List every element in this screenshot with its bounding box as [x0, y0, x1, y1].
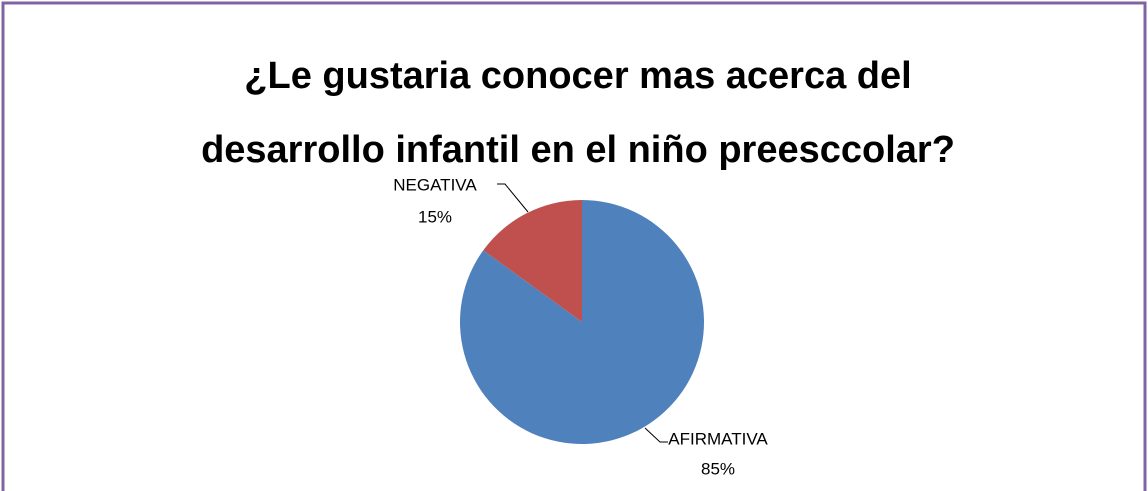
pie-slice — [483, 200, 582, 322]
slice-value-label: 15% — [418, 207, 452, 226]
slice-label: NEGATIVA — [393, 175, 477, 194]
chart-title: desarrollo infantil en el niño preesccol… — [201, 129, 955, 171]
pie-slice — [459, 200, 704, 444]
chart-title: ¿Le gustaria conocer mas acerca del — [244, 55, 911, 97]
leader-line — [644, 427, 668, 443]
slice-label: AFIRMATIVA — [668, 429, 768, 448]
slice-value-label: 85% — [701, 459, 735, 478]
leader-line — [497, 183, 529, 213]
